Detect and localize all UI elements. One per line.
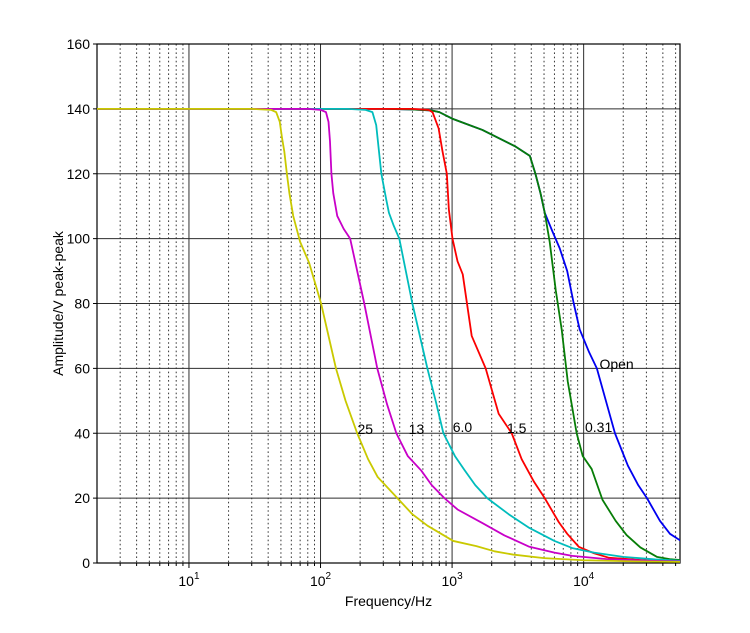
curve-c13 xyxy=(97,107,680,563)
curve-c1-5 xyxy=(97,107,680,562)
y-tick-label: 40 xyxy=(74,425,90,441)
y-tick-label: 80 xyxy=(74,296,90,312)
plot-box xyxy=(96,43,681,564)
y-tick-label: 0 xyxy=(82,555,90,571)
x-axis-label: Frequency/Hz xyxy=(345,593,432,609)
curve-label-c0-31: 0.31 xyxy=(585,419,612,435)
curve-labels: Open 0.31 1.5 6.0 13 25 xyxy=(358,356,634,437)
y-tick-label: 20 xyxy=(74,490,90,506)
y-tick-label: 120 xyxy=(67,166,91,182)
curve-c6-0 xyxy=(97,107,680,562)
curve-label-c13: 13 xyxy=(409,421,425,437)
curve-label-open: Open xyxy=(599,356,633,372)
y-axis-label: Amplitude/V peak-peak xyxy=(50,230,66,376)
curve-label-c6-0: 6.0 xyxy=(453,419,473,435)
curves xyxy=(97,107,680,563)
y-tick-label: 160 xyxy=(67,36,91,52)
y-tick-label: 140 xyxy=(67,101,91,117)
curve-c0-31 xyxy=(97,107,680,561)
y-tick-label: 60 xyxy=(74,360,90,376)
curve-c25 xyxy=(97,107,680,563)
y-tick-label: 100 xyxy=(67,231,91,247)
curve-label-c25: 25 xyxy=(358,421,374,437)
curve-label-c1-5: 1.5 xyxy=(507,420,527,436)
